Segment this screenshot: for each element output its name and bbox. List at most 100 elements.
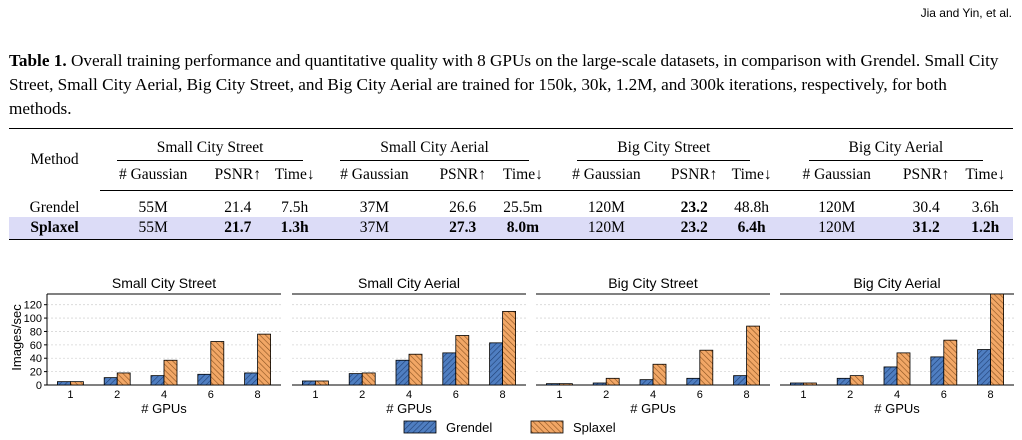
chart-title: Small City Street [112, 275, 216, 291]
table-group-header: Method Small City Street Small City Aeri… [9, 128, 1013, 191]
group-header: Big City Aerial [808, 139, 984, 161]
bar-grendel [686, 377, 701, 386]
bar-grendel [790, 382, 804, 386]
bar-grendel [103, 377, 118, 386]
table-cell: 1.2h [957, 216, 1013, 240]
bar-grendel [348, 373, 363, 386]
subheader-gaussian: # Gaussian [778, 160, 895, 191]
bar-grendel [197, 373, 212, 386]
x-tick-label: 4 [650, 389, 656, 401]
x-tick-label: 6 [208, 389, 214, 401]
bar-splaxel [990, 293, 1004, 386]
subheader-psnr: PSNR↑ [894, 160, 958, 191]
table-row-splaxel: Splaxel 55M 21.7 1.3h 37M 27.3 8.0m 120M… [9, 216, 1013, 240]
bar-grendel [442, 352, 457, 386]
subheader-psnr: PSNR↑ [206, 160, 270, 191]
table-cell: 120M [818, 198, 856, 216]
table-cell: 120M [587, 198, 625, 216]
chart-title: Small City Aerial [358, 275, 460, 291]
x-tick-label: 2 [359, 389, 365, 401]
subheader-gaussian: # Gaussian [548, 160, 664, 191]
y-axis-label: Images/sec [9, 304, 24, 371]
table-cell: 3.6h [971, 198, 999, 216]
subheader-psnr: PSNR↑ [663, 160, 725, 191]
group-header: Small City Aerial [340, 139, 529, 161]
table-cell: 21.4 [224, 198, 252, 216]
table-cell: 7.5h [281, 198, 309, 216]
table-cell: 23.2 [680, 198, 708, 216]
table-cell: 31.2 [894, 216, 958, 240]
table-cell: 21.7 [206, 216, 270, 240]
bar-splaxel [361, 372, 376, 386]
y-tick-label: 20 [30, 367, 42, 379]
x-tick-label: 8 [255, 389, 261, 401]
bar-splaxel [605, 377, 620, 386]
table-cell: 55M [100, 216, 207, 240]
legend: Grendel Splaxel [403, 420, 616, 435]
x-tick-label: 6 [941, 389, 947, 401]
bar-grendel [395, 359, 410, 386]
method-cell: Splaxel [9, 216, 101, 240]
bar-splaxel [943, 339, 958, 386]
table-cell: 120M [778, 216, 895, 240]
group-header: Big City Street [577, 139, 751, 161]
x-tick-label: 8 [744, 389, 750, 401]
subheader-gaussian: # Gaussian [320, 160, 429, 191]
subheader-time: Time↓ [269, 160, 321, 191]
bar-grendel [836, 377, 851, 386]
chart-title: Big City Aerial [853, 275, 940, 291]
chart-panel: Big City Aerial 1 2 4 6 8 # GPUs [780, 275, 1014, 416]
subheader-time: Time↓ [496, 160, 549, 191]
x-tick-label: 4 [894, 389, 900, 401]
y-tick-label: 40 [30, 353, 42, 365]
x-tick-label: 6 [453, 389, 459, 401]
bar-grendel [244, 372, 259, 386]
bar-grendel [301, 380, 316, 386]
x-axis-label: # GPUs [874, 401, 920, 416]
method-header: Method [9, 128, 101, 191]
table-cell: 37M [359, 198, 389, 216]
y-tick-label: 60 [30, 340, 42, 352]
bar-grendel [489, 342, 504, 386]
method-cell: Grendel [29, 198, 80, 216]
x-axis-label: # GPUs [141, 401, 187, 416]
bar-splaxel [803, 382, 817, 386]
table-cell: 8.0m [496, 216, 549, 240]
caption-label: Table 1. [9, 51, 67, 70]
table-row-grendel: Grendel 55M 21.4 7.5h 37M 26.6 25.5m 120… [9, 191, 1013, 217]
bar-splaxel [408, 353, 423, 386]
subheader-time: Time↓ [957, 160, 1013, 191]
legend-label: Splaxel [573, 420, 616, 435]
bar-splaxel [314, 380, 329, 386]
x-tick-label: 8 [500, 389, 506, 401]
chart-title: Big City Street [608, 275, 698, 291]
table-cell: 120M [548, 216, 664, 240]
legend-swatch-splaxel [530, 420, 564, 434]
x-tick-label: 6 [697, 389, 703, 401]
bar-splaxel [70, 381, 84, 386]
bar-splaxel [163, 359, 178, 386]
results-table: Method Small City Street Small City Aeri… [9, 128, 1013, 240]
bar-splaxel [116, 372, 131, 386]
x-tick-label: 1 [67, 389, 73, 401]
subheader-time: Time↓ [724, 160, 779, 191]
bar-grendel [977, 349, 991, 386]
running-head: Jia and Yin, et al. [920, 6, 1012, 20]
y-tick-label: 100 [24, 313, 42, 325]
table-subheader: # Gaussian PSNR↑ Time↓ # Gaussian PSNR↑ … [9, 160, 1013, 191]
bar-grendel [883, 366, 898, 386]
x-tick-label: 8 [988, 389, 994, 401]
table-cell: 30.4 [912, 198, 940, 216]
bar-splaxel [210, 341, 225, 386]
table-cell: 48.8h [734, 198, 770, 216]
bar-splaxel [746, 325, 760, 386]
bar-grendel [57, 381, 71, 386]
bar-splaxel [652, 363, 667, 386]
bar-grendel [930, 356, 945, 386]
y-tick-label: 0 [36, 380, 42, 392]
x-tick-label: 2 [847, 389, 853, 401]
legend-label: Grendel [446, 420, 492, 435]
bar-splaxel [896, 352, 911, 386]
x-tick-label: 4 [161, 389, 167, 401]
